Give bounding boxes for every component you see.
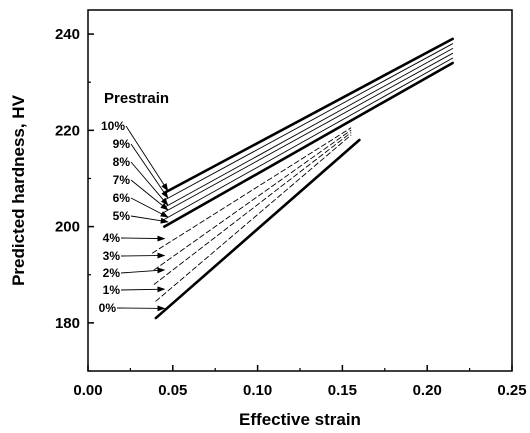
curve-label-arrow: [130, 197, 169, 218]
curve-label: 0%: [99, 301, 117, 315]
x-tick-label: 0.15: [328, 382, 357, 399]
curve-label: 4%: [103, 231, 121, 245]
curve-label: 9%: [113, 137, 131, 151]
y-tick-label: 180: [55, 315, 80, 332]
y-tick-label: 220: [55, 122, 80, 139]
curve-label: 8%: [113, 155, 131, 169]
series-line-0pct: [154, 138, 361, 320]
series-line-2pct: [153, 132, 352, 285]
y-tick-label: 200: [55, 219, 80, 236]
x-tick-label: 0.20: [413, 382, 442, 399]
curve-label-arrow: [130, 143, 169, 199]
series-line-3pct: [153, 129, 352, 271]
series-lines: [151, 37, 454, 320]
series-line-7pct: [163, 52, 454, 213]
curve-label: 1%: [103, 283, 121, 297]
series-line-9pct: [163, 43, 454, 201]
curve-labels: 0% 1% 2% 3% 4% 5% 6% 7% 8% 9% 10%: [99, 119, 169, 315]
prestrain-annotation: Prestrain: [104, 90, 169, 107]
x-tick-label: 0.25: [497, 382, 526, 399]
curve-label-arrow: [130, 179, 169, 211]
y-axis-title: Predicted hardness, HV: [9, 94, 28, 286]
curve-label-arrow: [130, 161, 169, 206]
x-axis-title: Effective strain: [239, 410, 361, 429]
curve-label: 2%: [103, 266, 121, 280]
series-line-8pct: [163, 48, 454, 208]
x-tick-label: 0.05: [158, 382, 187, 399]
axis-tick-labels: 0.00 0.05 0.10 0.15 0.20 0.25 180 200 220 240: [55, 26, 527, 399]
curve-label: 6%: [113, 191, 131, 205]
curve-label-arrow: [120, 235, 166, 242]
y-tick-label: 240: [55, 26, 80, 43]
series-line-5pct: [163, 61, 454, 228]
curve-label-arrow: [130, 215, 169, 224]
curve-label: 5%: [113, 209, 131, 223]
curve-label-arrow: [125, 125, 169, 192]
axis-ticks: [87, 33, 513, 372]
curve-label: 10%: [101, 119, 125, 133]
curve-label: 3%: [103, 249, 121, 263]
x-tick-label: 0.00: [73, 382, 102, 399]
curve-label-arrow: [120, 267, 166, 274]
curve-label: 7%: [113, 173, 131, 187]
x-tick-label: 0.10: [243, 382, 272, 399]
curve-label-arrow: [120, 286, 166, 293]
series-line-4pct: [151, 127, 352, 254]
series-line-6pct: [163, 57, 454, 220]
curve-label-arrow: [120, 252, 166, 259]
series-line-10pct: [163, 37, 454, 195]
series-line-1pct: [155, 134, 352, 302]
